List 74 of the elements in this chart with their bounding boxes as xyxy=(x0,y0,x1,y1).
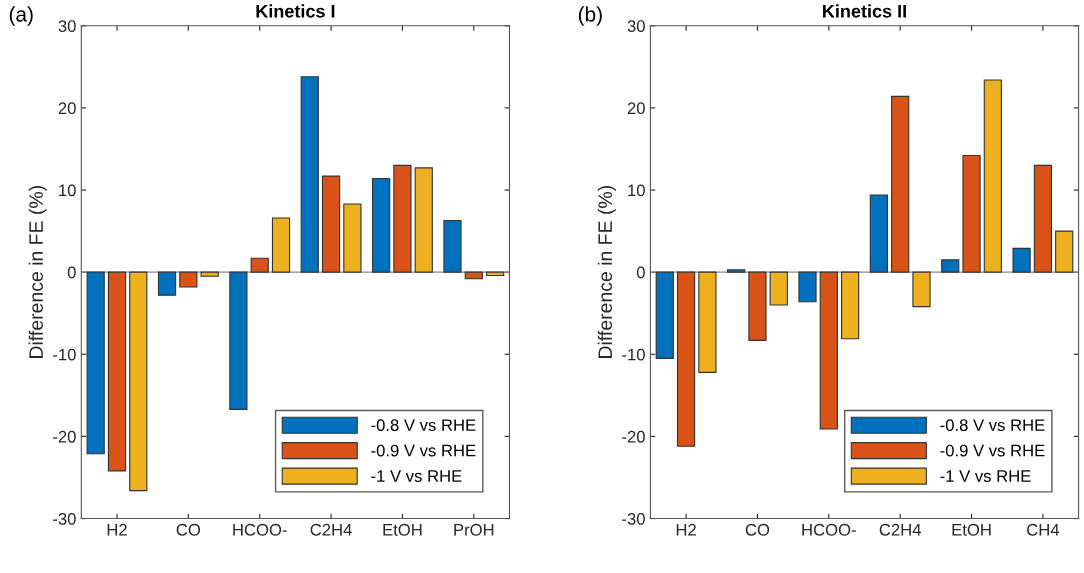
text: (b) xyxy=(578,6,602,26)
bar xyxy=(1012,247,1031,273)
y-axis-title: Difference in FE (%) xyxy=(597,186,616,358)
bar xyxy=(983,79,1002,273)
bar xyxy=(200,271,219,277)
bar xyxy=(179,271,198,288)
bar xyxy=(841,271,860,340)
bar xyxy=(86,271,105,455)
x-tick-label: HCOO- xyxy=(233,523,287,536)
bar xyxy=(129,271,148,492)
y-tick-label: 20 xyxy=(58,102,76,115)
bar xyxy=(372,177,391,273)
bar xyxy=(962,154,981,273)
x-tick-label: EtOH xyxy=(952,523,991,536)
x-tick-label: EtOH xyxy=(383,523,422,536)
y-tick-label: -30 xyxy=(622,512,645,525)
legend-label: -1 V vs RHE xyxy=(371,470,462,482)
legend-label: -0.9 V vs RHE xyxy=(371,444,476,457)
x-tick-label: CH4 xyxy=(1027,523,1060,536)
bar xyxy=(157,271,177,296)
bar xyxy=(727,269,746,273)
bar xyxy=(676,271,696,447)
x-tick-label: PrOH xyxy=(454,523,494,536)
y-tick-label: -10 xyxy=(622,348,645,361)
bar xyxy=(321,175,341,273)
bar xyxy=(819,271,838,430)
bar xyxy=(443,219,462,273)
legend-label: -0.9 V vs RHE xyxy=(940,444,1045,457)
x-tick-label: H2 xyxy=(676,523,696,536)
bar xyxy=(1055,230,1074,273)
bar xyxy=(271,217,291,273)
text: (a) xyxy=(9,6,33,26)
y-tick-label: 30 xyxy=(627,20,645,32)
bar xyxy=(698,271,717,373)
y-tick-label: 20 xyxy=(627,102,645,115)
bar xyxy=(748,271,767,341)
y-tick-label: 30 xyxy=(58,20,76,32)
x-tick-label: CO xyxy=(745,523,770,536)
bar xyxy=(343,203,362,273)
bar xyxy=(912,271,931,308)
chart-title: Kinetics I xyxy=(256,4,335,18)
bar xyxy=(485,271,505,277)
x-tick-label: CO xyxy=(176,523,201,536)
y-tick-label: 0 xyxy=(636,266,645,279)
bar xyxy=(1033,164,1053,273)
y-tick-label: -20 xyxy=(622,430,645,443)
y-tick-label: -10 xyxy=(53,348,76,361)
bar xyxy=(229,271,248,410)
bar xyxy=(869,194,888,273)
chart-title: Kinetics II xyxy=(823,4,906,18)
bar xyxy=(250,257,269,273)
bar xyxy=(798,271,817,303)
bar xyxy=(941,259,960,273)
bar xyxy=(300,76,319,273)
bar xyxy=(464,271,483,280)
bar xyxy=(769,271,788,306)
y-axis-title: Difference in FE (%) xyxy=(28,186,47,358)
x-tick-label: HCOO- xyxy=(802,523,856,536)
y-tick-label: 10 xyxy=(628,184,645,197)
y-tick-label: -20 xyxy=(53,430,76,443)
bar xyxy=(655,271,674,359)
bar xyxy=(393,164,412,273)
legend-label: -0.8 V vs RHE xyxy=(940,419,1045,432)
x-tick-label: C2H4 xyxy=(310,523,352,536)
x-tick-label: C2H4 xyxy=(879,523,921,536)
bar xyxy=(414,167,433,273)
y-tick-label: 0 xyxy=(67,266,76,279)
bar xyxy=(107,271,127,472)
y-tick-label: 10 xyxy=(59,184,76,197)
x-tick-label: H2 xyxy=(107,523,127,536)
legend-label: -0.8 V vs RHE xyxy=(371,419,476,432)
legend-label: -1 V vs RHE xyxy=(940,470,1031,482)
y-tick-label: -30 xyxy=(53,512,76,525)
bar xyxy=(891,95,910,273)
